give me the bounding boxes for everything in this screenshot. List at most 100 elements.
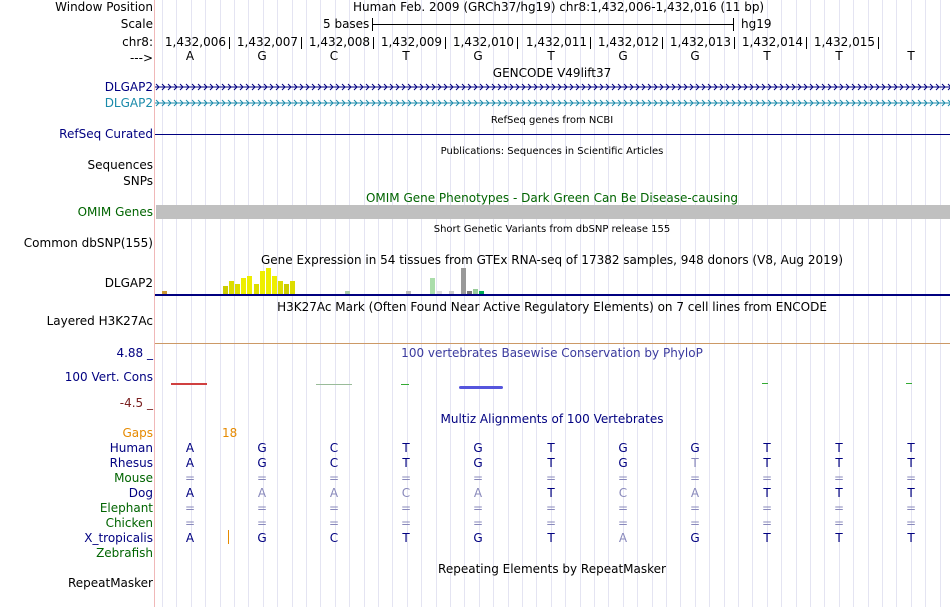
guide-line — [364, 0, 365, 607]
multiz-base: G — [257, 441, 267, 455]
h3k27ac-label[interactable]: Layered H3K27Ac — [46, 314, 153, 328]
chrom-label: chr8: — [122, 35, 153, 49]
position-tick — [806, 37, 807, 49]
guide-line — [450, 0, 451, 607]
position-label: 1,432,008 — [308, 35, 370, 49]
multiz-species-label[interactable]: Zebrafish — [96, 546, 153, 560]
publications-label-snps[interactable]: SNPs — [123, 174, 153, 188]
multiz-base: T — [907, 486, 915, 500]
gtex-tissue-bar[interactable] — [271, 276, 277, 294]
window-position-value: Human Feb. 2009 (GRCh37/hg19) chr8:1,432… — [353, 0, 765, 14]
multiz-base: T — [763, 486, 771, 500]
gtex-tissue-bar[interactable] — [345, 291, 350, 294]
position-label: 1,432,014 — [741, 35, 803, 49]
h3k27ac-track-title: H3K27Ac Mark (Often Found Near Active Re… — [277, 300, 827, 314]
guide-line — [335, 0, 336, 607]
position-tick — [590, 37, 591, 49]
gtex-tissue-bar[interactable] — [448, 291, 454, 294]
multiz-species-label[interactable]: Human — [109, 441, 153, 455]
multiz-base: T — [835, 486, 843, 500]
refseq-transcript[interactable] — [155, 134, 950, 135]
multiz-base: = — [761, 516, 773, 530]
reference-base: T — [547, 49, 555, 63]
gtex-tissue-bar[interactable] — [284, 284, 289, 294]
gtex-tissue-bar[interactable] — [259, 271, 265, 294]
gtex-tissue-bar[interactable] — [436, 291, 442, 294]
guide-line — [536, 0, 537, 607]
gencode-gene-label-1[interactable]: DLGAP2 — [104, 80, 153, 94]
multiz-base: T — [763, 456, 771, 470]
multiz-base: C — [329, 456, 339, 470]
gtex-tissue-bar[interactable] — [467, 291, 472, 294]
scale-value: 5 bases — [323, 17, 370, 31]
gtex-track-title: Gene Expression in 54 tissues from GTEx … — [260, 253, 844, 267]
multiz-gaps-label[interactable]: Gaps — [122, 426, 153, 440]
multiz-species-label[interactable]: Mouse — [114, 471, 153, 485]
position-tick — [445, 37, 446, 49]
multiz-species-label[interactable]: X_tropicalis — [84, 531, 153, 545]
gtex-tissue-bar[interactable] — [430, 278, 436, 294]
gencode-track-title: GENCODE V49lift37 — [492, 66, 612, 80]
guide-line — [724, 0, 725, 607]
gtex-tissue-bar[interactable] — [241, 278, 247, 294]
multiz-species-label[interactable]: Elephant — [99, 501, 153, 515]
multiz-base: A — [473, 486, 483, 500]
gtex-tissue-bar[interactable] — [235, 284, 241, 294]
guide-line — [248, 0, 249, 607]
gtex-expression-chart[interactable] — [156, 268, 950, 294]
gtex-tissue-bar[interactable] — [290, 281, 296, 294]
publications-label-sequences[interactable]: Sequences — [87, 158, 153, 172]
multiz-base: = — [328, 516, 340, 530]
gencode-transcript-2[interactable] — [155, 97, 950, 109]
omim-gene-block[interactable] — [156, 205, 950, 219]
gtex-tissue-bar[interactable] — [479, 291, 485, 294]
multiz-species-label[interactable]: Dog — [128, 486, 153, 500]
multiz-base: A — [185, 531, 195, 545]
refseq-label[interactable]: RefSeq Curated — [59, 127, 153, 141]
multiz-base: T — [547, 531, 555, 545]
reference-base: C — [329, 49, 339, 63]
guide-line — [306, 0, 307, 607]
guide-line — [551, 0, 552, 607]
guide-line — [882, 0, 883, 607]
gtex-tissue-bar[interactable] — [406, 291, 411, 294]
gtex-tissue-bar[interactable] — [223, 286, 228, 294]
gtex-tissue-bar[interactable] — [277, 281, 283, 294]
reference-base: G — [618, 49, 628, 63]
gtex-tissue-bar[interactable] — [265, 268, 271, 294]
gtex-tissue-bar[interactable] — [253, 284, 259, 294]
label-separator — [154, 0, 155, 607]
multiz-base: T — [402, 441, 410, 455]
multiz-base: G — [257, 531, 267, 545]
position-tick — [517, 37, 518, 49]
multiz-base: T — [763, 531, 771, 545]
phylop-label[interactable]: 100 Vert. Cons — [64, 370, 153, 384]
multiz-base: T — [402, 456, 410, 470]
position-tick — [301, 37, 302, 49]
guide-line — [565, 0, 566, 607]
multiz-track-title: Multiz Alignments of 100 Vertebrates — [440, 412, 664, 426]
gtex-tissue-bar[interactable] — [162, 291, 167, 294]
gtex-tissue-bar[interactable] — [247, 276, 253, 294]
multiz-base: G — [618, 456, 628, 470]
multiz-base: T — [547, 486, 555, 500]
gencode-gene-label-2[interactable]: DLGAP2 — [104, 96, 153, 110]
gtex-label[interactable]: DLGAP2 — [104, 276, 153, 290]
gtex-tissue-bar[interactable] — [229, 281, 235, 294]
gtex-tissue-bar[interactable] — [460, 268, 466, 294]
multiz-species-label[interactable]: Rhesus — [109, 456, 153, 470]
gtex-tissue-bar[interactable] — [473, 289, 479, 294]
scale-bar — [372, 24, 733, 25]
gencode-transcript-1[interactable] — [155, 81, 950, 93]
repeatmasker-label[interactable]: RepeatMasker — [67, 576, 153, 590]
omim-label[interactable]: OMIM Genes — [77, 205, 153, 219]
multiz-base: = — [833, 501, 845, 515]
h3k27ac-baseline — [155, 343, 950, 344]
dbsnp-label[interactable]: Common dbSNP(155) — [23, 236, 153, 250]
multiz-base: T — [402, 531, 410, 545]
guide-line — [824, 0, 825, 607]
multiz-base: = — [328, 501, 340, 515]
guide-line — [580, 0, 581, 607]
multiz-species-label[interactable]: Chicken — [105, 516, 153, 530]
